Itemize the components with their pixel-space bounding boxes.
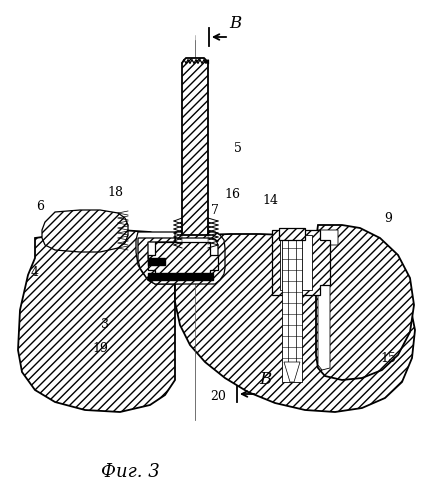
Polygon shape [272,230,330,295]
Text: 6: 6 [36,201,44,214]
Text: 15: 15 [380,351,396,364]
Polygon shape [42,210,128,252]
Polygon shape [282,240,302,382]
Text: 9: 9 [384,212,392,225]
Text: 4: 4 [31,265,39,278]
Text: 3: 3 [101,318,109,331]
Text: 18: 18 [107,187,123,200]
Polygon shape [175,234,415,412]
Polygon shape [279,228,305,240]
Text: 19: 19 [92,341,108,354]
Text: B: B [229,14,241,31]
Polygon shape [182,58,208,235]
Polygon shape [138,232,225,284]
Text: 20: 20 [210,391,226,404]
Text: 14: 14 [262,194,278,207]
Polygon shape [148,258,165,265]
Text: 16: 16 [224,189,240,202]
Polygon shape [316,225,414,380]
Polygon shape [284,362,300,382]
Text: 5: 5 [234,142,242,155]
Polygon shape [148,238,218,274]
Text: Фиг. 3: Фиг. 3 [100,463,159,481]
Text: 7: 7 [211,204,219,217]
Text: B: B [259,371,271,389]
Polygon shape [148,238,218,275]
Polygon shape [148,273,213,280]
Polygon shape [280,235,312,290]
Polygon shape [136,232,222,284]
Polygon shape [18,230,175,412]
Polygon shape [318,230,338,370]
